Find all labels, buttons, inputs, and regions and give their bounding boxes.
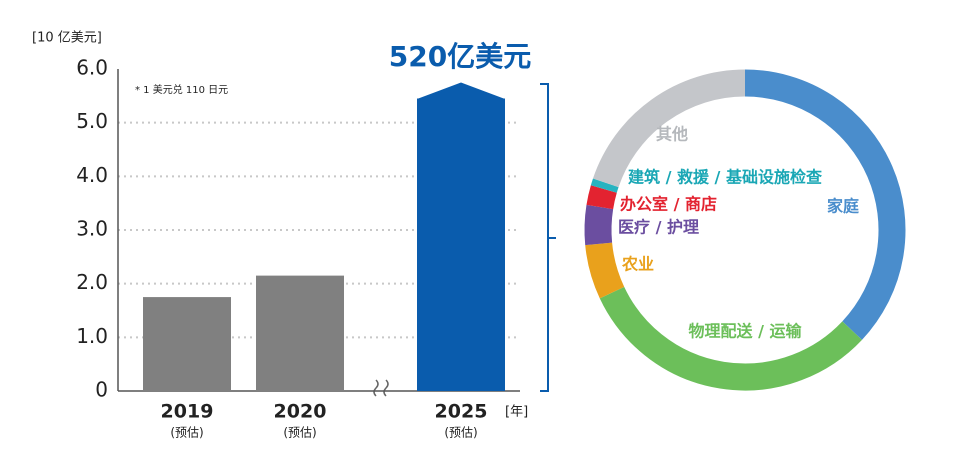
- segment-label: 医疗 / 护理: [618, 218, 699, 237]
- segment-label: 农业: [621, 255, 654, 274]
- x-tick-note: (预估): [170, 426, 203, 440]
- bar: [256, 275, 344, 391]
- annotation: 520亿美元: [389, 40, 531, 73]
- y-tick-label: 3.0: [76, 217, 108, 241]
- y-tick-label: 2.0: [76, 270, 108, 294]
- x-tick-label: 2020: [274, 401, 327, 423]
- donut-segment: [590, 178, 619, 193]
- note: * 1 美元兑 110 日元: [135, 83, 228, 96]
- x-tick-label: 2019: [161, 401, 214, 423]
- y-tick-label: 5.0: [76, 109, 108, 133]
- x-tick-label: 2025: [435, 401, 488, 423]
- donut-segment: [585, 242, 625, 299]
- bracket: [540, 83, 556, 392]
- bar: [417, 98, 505, 392]
- donut-segment: [584, 204, 614, 246]
- x-tick-note: (预估): [283, 426, 316, 440]
- segment-label: 建筑 / 救援 / 基础设施检查: [628, 168, 822, 187]
- y-tick-label: 0: [95, 378, 108, 402]
- bar: [143, 297, 231, 391]
- axis-break: [373, 379, 389, 397]
- y-tick-label: 4.0: [76, 163, 108, 187]
- donut-segment: [599, 286, 862, 391]
- donut-segment: [586, 185, 617, 210]
- x-tick-note: (预估): [444, 426, 477, 440]
- y-tick-label: 6.0: [76, 56, 108, 80]
- segment-label: 其他: [656, 125, 688, 144]
- y-tick-label: 1.0: [76, 324, 108, 348]
- segment-label: 物理配送 / 运输: [689, 322, 803, 341]
- y-axis-label: [10 亿美元]: [32, 31, 102, 46]
- segment-label: 家庭: [827, 197, 859, 216]
- x-unit: [年]: [505, 405, 528, 420]
- donut-segment: [592, 69, 746, 188]
- segment-label: 办公室 / 商店: [620, 195, 717, 214]
- bar-arrowhead: [417, 82, 505, 100]
- donut-segment: [744, 69, 906, 340]
